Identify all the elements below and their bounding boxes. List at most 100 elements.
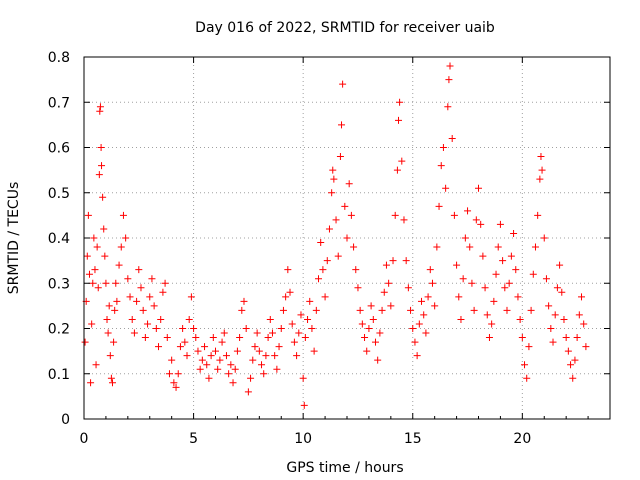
- data-point: [93, 243, 101, 251]
- data-point: [317, 239, 325, 247]
- data-point: [400, 216, 408, 224]
- data-point: [229, 379, 237, 387]
- data-point: [328, 189, 336, 197]
- data-point: [352, 266, 360, 274]
- data-point: [203, 361, 211, 369]
- data-point: [98, 162, 106, 170]
- data-point: [407, 306, 415, 314]
- data-point: [81, 338, 89, 346]
- data-point: [413, 352, 421, 360]
- data-point: [578, 293, 586, 301]
- data-point: [95, 171, 103, 179]
- data-point: [411, 338, 419, 346]
- data-point: [172, 383, 180, 391]
- data-point: [266, 315, 274, 323]
- data-point: [84, 211, 92, 219]
- data-point: [310, 347, 318, 355]
- data-point: [468, 279, 476, 287]
- data-point: [242, 325, 250, 332]
- data-point: [108, 379, 116, 387]
- data-point: [466, 243, 474, 251]
- data-point: [144, 320, 152, 328]
- data-point: [96, 107, 104, 115]
- data-point: [133, 297, 141, 305]
- data-point: [124, 275, 132, 283]
- data-point: [350, 243, 358, 251]
- data-point: [455, 293, 463, 301]
- data-point: [499, 257, 507, 265]
- x-tick-label: 10: [294, 431, 312, 447]
- data-point: [470, 306, 478, 314]
- data-point: [290, 338, 298, 346]
- data-point: [464, 207, 472, 215]
- data-point: [398, 157, 406, 165]
- data-point: [437, 162, 445, 170]
- data-point: [507, 252, 515, 260]
- y-tick-label: 0.4: [48, 231, 70, 247]
- y-tick-label: 0.2: [48, 322, 70, 338]
- data-point: [505, 279, 513, 287]
- data-point: [556, 261, 564, 269]
- data-point: [205, 374, 213, 382]
- data-point: [258, 361, 266, 369]
- data-point: [415, 320, 423, 328]
- data-point: [106, 352, 114, 360]
- data-point: [279, 306, 287, 314]
- data-point: [176, 343, 184, 351]
- data-point: [96, 103, 104, 111]
- data-point: [196, 365, 204, 373]
- data-point: [97, 144, 105, 151]
- data-point: [453, 261, 461, 269]
- data-point: [300, 401, 308, 409]
- data-point: [488, 320, 496, 328]
- data-point: [87, 379, 95, 387]
- data-point: [99, 193, 107, 201]
- data-point: [236, 334, 244, 342]
- data-point: [198, 356, 206, 364]
- data-point: [225, 370, 233, 378]
- data-point: [92, 361, 100, 369]
- data-point: [580, 320, 588, 328]
- data-point: [503, 306, 511, 314]
- data-point: [207, 352, 215, 360]
- data-point: [90, 234, 98, 242]
- data-point: [104, 329, 112, 337]
- data-point: [319, 266, 327, 274]
- data-point: [444, 103, 452, 111]
- data-point: [551, 311, 559, 319]
- data-point: [212, 347, 219, 355]
- data-point: [341, 202, 349, 210]
- data-point: [343, 234, 351, 242]
- data-point: [387, 302, 395, 310]
- y-tick-label: 0: [61, 412, 70, 428]
- data-point: [262, 352, 270, 360]
- data-point: [510, 229, 518, 237]
- chart-title: Day 016 of 2022, SRMTID for receiver uai…: [195, 20, 495, 36]
- axis-ticks: [83, 56, 611, 420]
- data-point: [218, 338, 226, 346]
- data-point: [446, 62, 454, 70]
- data-point: [315, 275, 323, 283]
- data-point: [369, 315, 377, 323]
- data-point: [100, 225, 108, 233]
- x-tick-label: 5: [189, 431, 198, 447]
- data-point: [433, 243, 441, 251]
- data-point: [389, 257, 397, 265]
- data-point: [83, 252, 91, 260]
- data-point: [573, 334, 581, 342]
- data-point: [542, 275, 550, 283]
- data-point: [481, 284, 489, 292]
- data-point: [516, 315, 524, 323]
- data-point: [165, 370, 173, 378]
- data-point: [312, 306, 320, 314]
- data-point: [494, 243, 502, 251]
- data-point: [562, 334, 570, 342]
- data-point: [135, 266, 143, 274]
- data-point: [103, 315, 111, 323]
- data-point: [479, 252, 487, 260]
- data-point: [190, 325, 198, 332]
- data-point: [459, 275, 467, 283]
- data-point: [395, 116, 403, 124]
